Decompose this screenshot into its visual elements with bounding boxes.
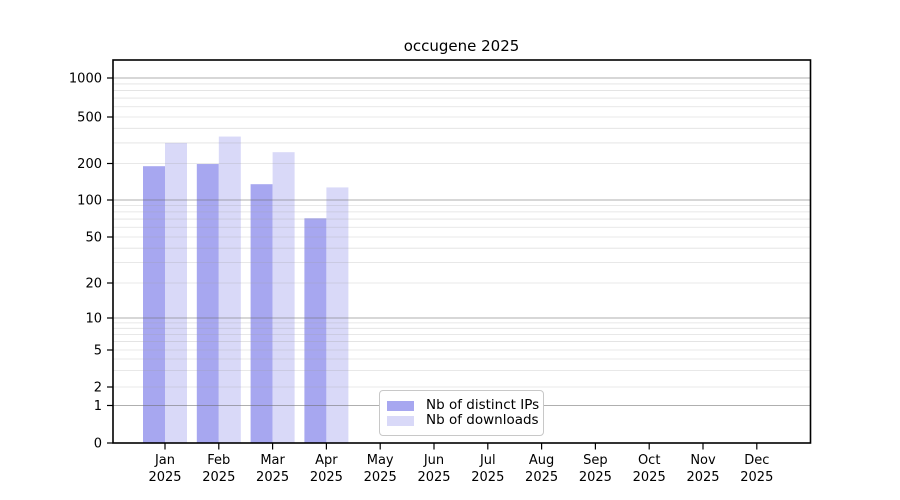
x-tick-label-year-mar: 2025 [256,470,289,485]
x-tick-label-year-oct: 2025 [633,470,666,485]
chart-title: occugene 2025 [403,37,520,55]
x-tick-label-year-apr: 2025 [310,470,343,485]
x-tick-label-month-dec: Dec [744,453,769,468]
x-tick-label-month-jun: Jun [423,453,444,468]
y-tick-label-20: 20 [85,277,102,292]
y-tick-label-1: 1 [94,399,102,414]
x-tick-label-month-apr: Apr [315,453,338,468]
x-tick-label-year-may: 2025 [364,470,397,485]
x-tick-label-month-feb: Feb [207,453,230,468]
legend-row-downloads: Nb of downloads [387,413,539,428]
bar-distinct-ips-jan [143,166,165,443]
y-tick-label-10: 10 [85,312,102,327]
bar-downloads-apr [326,187,349,443]
x-tick-label-year-aug: 2025 [525,470,558,485]
x-tick-label-year-feb: 2025 [202,470,235,485]
x-tick-label-month-mar: Mar [260,453,285,468]
x-tick-label-year-nov: 2025 [686,470,719,485]
x-tick-label-year-jun: 2025 [417,470,450,485]
plot-border [112,59,812,444]
bar-distinct-ips-apr [304,218,327,443]
y-tick-label-200: 200 [77,157,102,172]
y-tick-label-500: 500 [77,111,102,126]
x-tick-label-month-jan: Jan [154,453,175,468]
y-tick-label-1000: 1000 [69,72,102,87]
bar-distinct-ips-feb [196,164,219,443]
x-tick-label-month-oct: Oct [638,453,660,468]
legend-swatch-downloads [387,415,414,426]
x-tick-label-month-jul: Jul [479,453,496,468]
bar-distinct-ips-mar [250,184,273,444]
x-tick-label-year-jan: 2025 [148,470,181,485]
x-tick-label-year-dec: 2025 [740,470,773,485]
legend-row-distinct-ips: Nb of distinct IPs [387,398,539,413]
y-tick-label-0: 0 [94,437,102,452]
legend-label-distinct-ips: Nb of distinct IPs [426,397,540,413]
bar-downloads-mar [272,152,295,443]
y-tick-label-2: 2 [94,381,102,396]
bar-downloads-jan [165,142,187,444]
legend-swatch-distinct-ips [387,400,414,411]
x-tick-label-month-sep: Sep [583,453,608,468]
legend-label-downloads: Nb of downloads [426,412,539,428]
y-tick-label-5: 5 [94,344,102,359]
x-tick-label-year-jul: 2025 [471,470,504,485]
bar-downloads-feb [218,136,241,443]
x-tick-label-month-may: May [367,453,394,468]
y-tick-label-100: 100 [77,194,102,209]
legend: Nb of distinct IPs Nb of downloads [379,390,544,436]
x-tick-label-year-sep: 2025 [579,470,612,485]
x-tick-label-month-aug: Aug [529,453,554,468]
y-tick-label-50: 50 [85,231,102,246]
x-tick-label-month-nov: Nov [690,453,716,468]
